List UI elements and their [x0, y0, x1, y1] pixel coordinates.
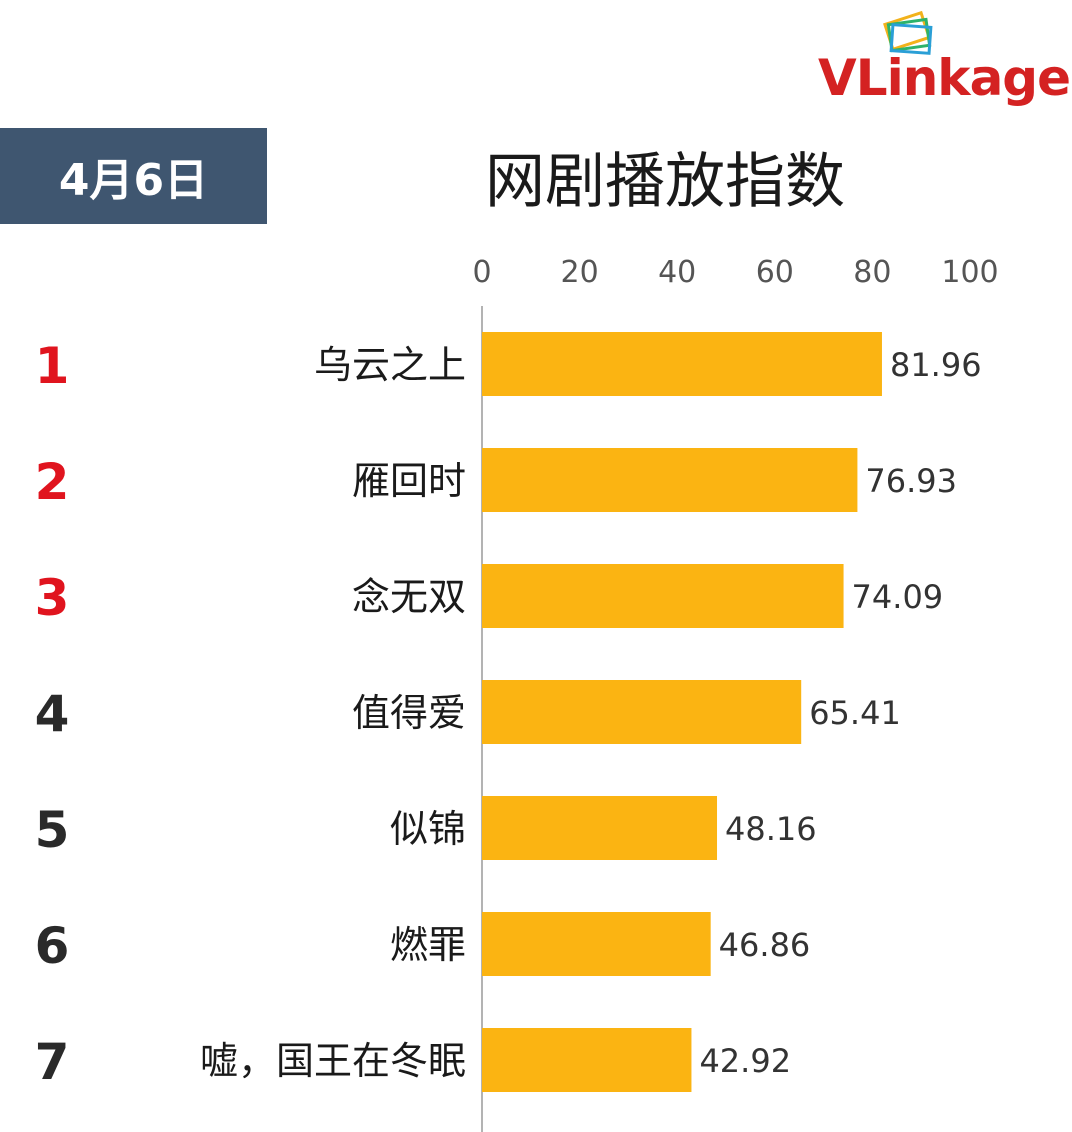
- date-badge: 4月6日: [0, 128, 267, 224]
- x-tick-label: 80: [853, 255, 891, 290]
- rank-number: 6: [35, 917, 70, 975]
- bar: [482, 1028, 692, 1092]
- logo-text: VLinkage: [818, 48, 1071, 108]
- bar: [482, 448, 858, 512]
- rank-number: 2: [35, 453, 70, 511]
- category-label: 雁回时: [352, 459, 466, 503]
- category-label: 嘘，国王在冬眠: [200, 1039, 466, 1083]
- value-label: 48.16: [725, 810, 817, 848]
- category-label: 燃罪: [390, 923, 466, 967]
- value-label: 74.09: [852, 578, 944, 616]
- category-label: 似锦: [390, 807, 466, 851]
- category-label: 值得爱: [352, 691, 466, 735]
- category-label: 乌云之上: [314, 343, 466, 387]
- bar-chart: 0 20 40 60 80 100 1 乌云之上 81.96 2 雁回时 76.93 3 念无双 74.09…: [35, 255, 999, 1132]
- logo-text-link: Link: [855, 49, 971, 107]
- rank-number: 7: [35, 1033, 70, 1091]
- bar: [482, 332, 882, 396]
- rank-number: 3: [35, 569, 70, 627]
- logo-text-v: V: [818, 49, 857, 107]
- bar: [482, 680, 802, 744]
- logo-text-age: age: [969, 49, 1071, 107]
- x-tick-label: 0: [472, 255, 491, 290]
- chart-title: 网剧播放指数: [485, 147, 845, 217]
- rank-number: 1: [35, 337, 70, 395]
- value-label: 46.86: [719, 926, 811, 964]
- bar: [482, 912, 711, 976]
- x-tick-label: 100: [941, 255, 998, 290]
- bar: [482, 564, 844, 628]
- value-label: 42.92: [699, 1042, 791, 1080]
- rank-number: 4: [35, 685, 70, 743]
- x-tick-label: 40: [658, 255, 696, 290]
- value-label: 65.41: [809, 694, 901, 732]
- vlinkage-logo: VLinkage: [812, 10, 1071, 110]
- bar: [482, 796, 718, 860]
- value-label: 81.96: [890, 346, 982, 384]
- logo-cards-icon: [883, 10, 933, 55]
- x-tick-label: 60: [756, 255, 794, 290]
- rank-number: 5: [35, 801, 70, 859]
- value-label: 76.93: [865, 462, 957, 500]
- x-tick-label: 20: [561, 255, 599, 290]
- category-label: 念无双: [352, 575, 466, 619]
